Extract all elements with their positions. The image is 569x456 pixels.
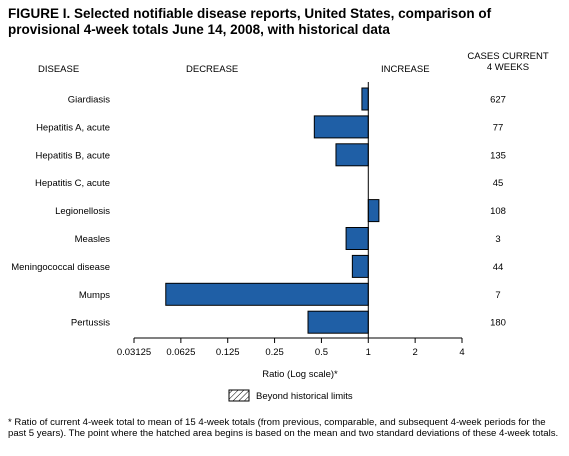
x-tick-label: 0.0625	[166, 347, 195, 358]
case-value: 627	[490, 95, 506, 106]
case-value: 77	[493, 122, 504, 133]
category-label: Meningococcal disease	[11, 262, 110, 273]
bar-8	[307, 310, 369, 334]
bar-4	[367, 199, 380, 223]
header-cases-line2: 4 WEEKS	[486, 62, 530, 73]
header-disease: DISEASE	[38, 64, 80, 75]
category-label: Hepatitis A, acute	[36, 122, 110, 133]
category-label: Hepatitis C, acute	[35, 178, 110, 189]
case-value: 3	[495, 234, 500, 245]
x-tick-label: 2	[412, 347, 417, 358]
legend-hatch-swatch	[228, 389, 250, 402]
case-value: 108	[490, 206, 506, 217]
case-values-group: 627 77 135 45 108 3 44 7 180	[490, 95, 506, 329]
case-value: 135	[490, 150, 506, 161]
header-cases-line1: CASES CURRENT	[467, 51, 549, 62]
footnote: * Ratio of current 4-week total to mean …	[8, 417, 559, 439]
category-label: Measles	[75, 234, 111, 245]
legend-label: Beyond historical limits	[256, 391, 353, 402]
bar-5	[345, 227, 369, 250]
x-tick-label: 0.03125	[117, 347, 151, 358]
x-ticks-group: 0.03125 0.0625 0.125 0.25 0.5 1 2 4	[117, 338, 465, 358]
chart-title: FIGURE I. Selected notifiable disease re…	[8, 6, 492, 37]
x-axis-label: Ratio (Log scale)*	[262, 369, 338, 380]
x-tick-label: 0.5	[315, 347, 328, 358]
category-label: Mumps	[79, 290, 110, 301]
category-label: Legionellosis	[55, 206, 110, 217]
case-value: 45	[493, 178, 504, 189]
bar-6	[351, 254, 369, 278]
category-label: Pertussis	[71, 318, 110, 329]
bar-2	[335, 143, 369, 167]
case-value: 180	[490, 318, 506, 329]
bar-1	[313, 115, 369, 139]
bars-group	[165, 87, 380, 334]
case-value: 7	[495, 290, 500, 301]
bar-7	[165, 282, 369, 306]
x-tick-label: 4	[459, 347, 464, 358]
category-label: Hepatitis B, acute	[36, 150, 110, 161]
header-increase: INCREASE	[381, 64, 430, 75]
x-tick-label: 0.125	[216, 347, 240, 358]
case-value: 44	[493, 262, 504, 273]
x-tick-label: 0.25	[265, 347, 284, 358]
bar-0	[361, 87, 369, 111]
category-labels-group: Giardiasis Hepatitis A, acute Hepatitis B,…	[11, 95, 110, 329]
header-decrease: DECREASE	[186, 64, 239, 75]
header-cases: CASES CURRENT 4 WEEKS	[460, 51, 556, 73]
x-tick-label: 1	[366, 347, 371, 358]
category-label: Giardiasis	[68, 95, 110, 106]
